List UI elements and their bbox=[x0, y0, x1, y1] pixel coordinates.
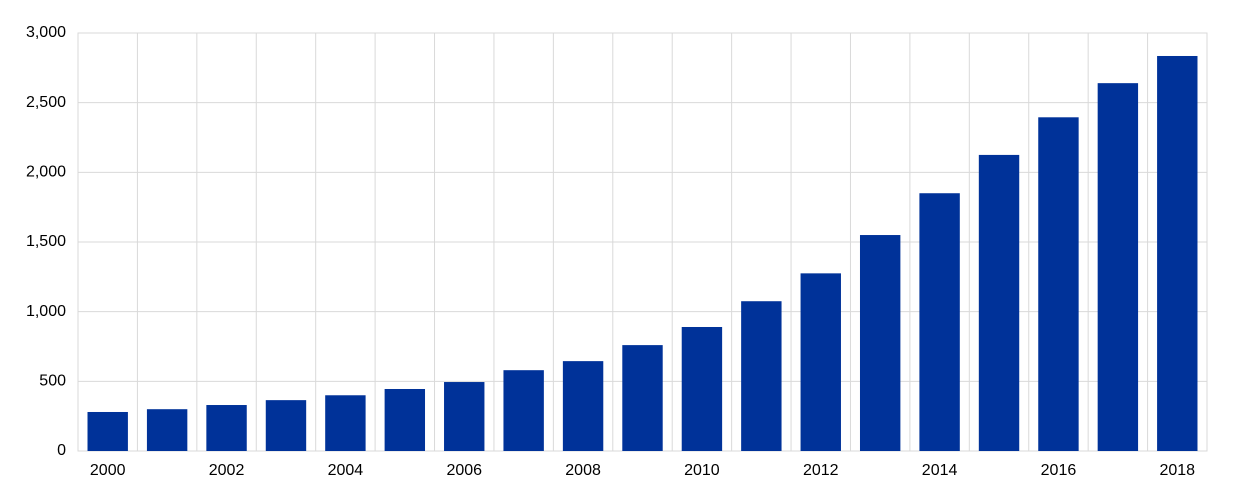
bar bbox=[622, 345, 663, 451]
x-tick-label: 2016 bbox=[1041, 462, 1077, 479]
bar bbox=[87, 411, 128, 451]
x-tick-label: 2018 bbox=[1159, 462, 1195, 479]
bar bbox=[681, 326, 723, 451]
bar bbox=[1157, 55, 1198, 452]
x-tick-label: 2002 bbox=[209, 462, 245, 479]
bar bbox=[265, 400, 307, 451]
y-tick-label: 500 bbox=[39, 373, 66, 390]
bar bbox=[444, 382, 485, 451]
bar bbox=[562, 361, 604, 451]
bar bbox=[503, 370, 544, 451]
y-tick-label: 1,000 bbox=[26, 303, 66, 320]
bar bbox=[206, 405, 247, 451]
x-tick-label: 2010 bbox=[684, 462, 720, 479]
x-tick-label: 2000 bbox=[90, 462, 126, 479]
y-tick-label: 2,000 bbox=[26, 164, 66, 181]
x-tick-label: 2004 bbox=[328, 462, 364, 479]
y-tick-label: 1,500 bbox=[26, 233, 66, 250]
x-tick-label: 2008 bbox=[565, 462, 601, 479]
bar bbox=[384, 388, 426, 451]
bar bbox=[1038, 117, 1079, 452]
x-tick-label: 2006 bbox=[446, 462, 482, 479]
bar bbox=[859, 235, 901, 451]
bar bbox=[146, 409, 188, 451]
bar bbox=[800, 273, 841, 451]
bar bbox=[325, 395, 366, 451]
bar bbox=[1097, 83, 1139, 451]
bar bbox=[978, 154, 1020, 451]
x-tick-label: 2014 bbox=[922, 462, 958, 479]
y-tick-label: 2,500 bbox=[26, 94, 66, 111]
x-tick-label: 2012 bbox=[803, 462, 839, 479]
y-tick-label: 3,000 bbox=[26, 24, 66, 41]
bar bbox=[919, 193, 960, 451]
bar bbox=[741, 301, 782, 451]
y-tick-label: 0 bbox=[57, 442, 66, 459]
